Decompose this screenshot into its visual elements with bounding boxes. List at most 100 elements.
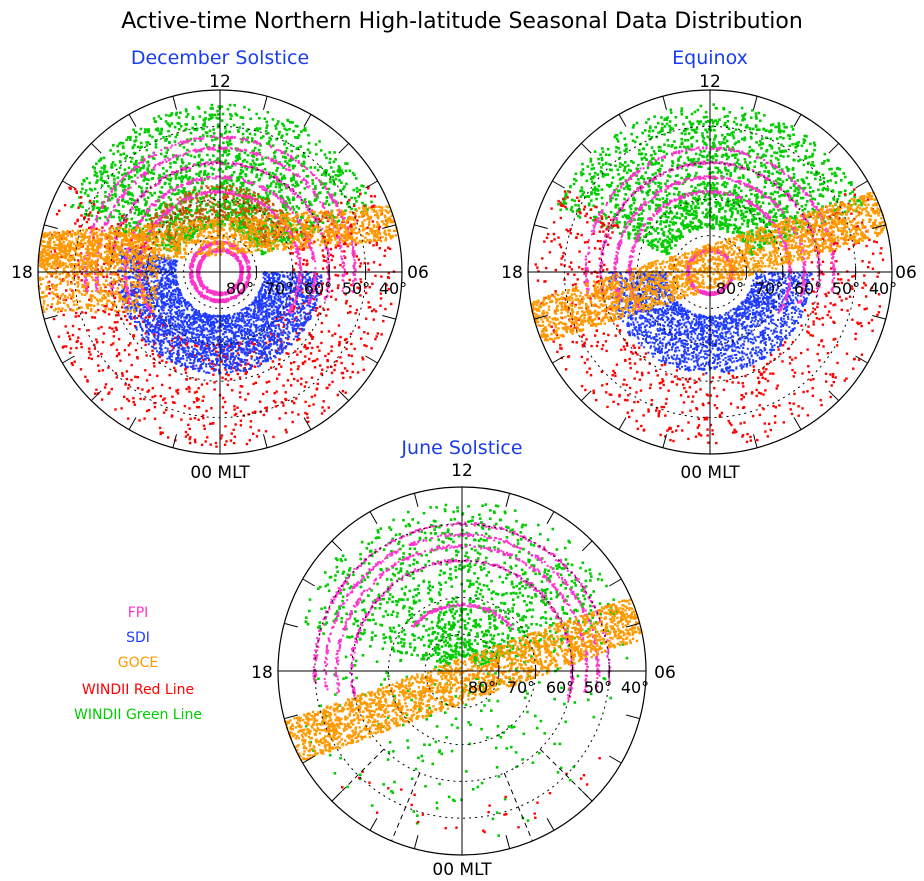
data-point (292, 421, 294, 423)
data-point (278, 417, 280, 419)
data-point (160, 431, 162, 433)
data-point (272, 236, 274, 238)
data-point (193, 189, 195, 191)
data-point (81, 346, 83, 348)
data-point (346, 300, 348, 302)
data-point (204, 117, 207, 120)
data-point (76, 192, 78, 194)
data-point (243, 188, 245, 190)
data-point (244, 173, 247, 176)
data-point (143, 179, 146, 182)
data-point (328, 173, 331, 176)
data-point (202, 213, 204, 215)
data-point (252, 411, 254, 413)
mlt-label-18: 18 (11, 263, 33, 283)
data-point (174, 296, 176, 298)
data-point (113, 178, 116, 181)
data-point (245, 194, 247, 196)
data-point (321, 322, 323, 324)
data-point (224, 151, 227, 154)
data-point (338, 165, 341, 168)
data-point (293, 319, 295, 321)
data-point (194, 344, 196, 346)
data-point (163, 309, 165, 311)
data-point (250, 426, 252, 428)
data-point (213, 168, 216, 171)
data-point (205, 185, 207, 187)
data-point (233, 171, 236, 174)
data-point (187, 113, 190, 116)
data-point (266, 391, 268, 393)
data-point (290, 150, 293, 153)
data-point (251, 355, 253, 357)
data-point (311, 347, 313, 349)
data-point (122, 205, 125, 208)
data-point (103, 168, 106, 171)
data-point (211, 113, 214, 116)
data-point (85, 189, 88, 192)
data-point (202, 128, 205, 131)
data-point (96, 341, 98, 343)
data-point (165, 203, 167, 205)
data-point (138, 133, 141, 136)
data-point (131, 157, 134, 160)
data-point (296, 231, 298, 233)
data-point (153, 365, 155, 367)
data-point (328, 203, 331, 206)
data-point (62, 346, 64, 348)
data-point (246, 161, 249, 164)
data-point (169, 222, 171, 224)
data-point (337, 284, 339, 286)
figure-title: Active-time Northern High-latitude Seaso… (121, 9, 803, 34)
data-point (334, 158, 337, 161)
data-point (222, 142, 225, 145)
data-point (316, 298, 318, 300)
data-point (160, 395, 162, 397)
data-point (181, 181, 184, 184)
data-point (122, 153, 125, 156)
data-point (308, 358, 310, 360)
data-point (362, 358, 364, 360)
data-point (159, 356, 161, 358)
data-point (124, 157, 127, 160)
data-point (86, 380, 88, 382)
data-point (358, 326, 360, 328)
data-point (115, 314, 117, 316)
data-point (334, 364, 336, 366)
data-point (267, 195, 270, 198)
data-point (304, 401, 306, 403)
data-point (221, 105, 224, 108)
data-point (73, 275, 75, 277)
data-point (201, 444, 203, 446)
data-point (89, 353, 91, 355)
data-point (186, 323, 188, 325)
data-point (211, 185, 213, 187)
data-point (127, 387, 129, 389)
data-point (177, 122, 180, 125)
data-point (169, 387, 171, 389)
data-point (197, 419, 199, 421)
data-point (86, 177, 89, 180)
data-point (206, 319, 208, 321)
data-point (106, 276, 108, 278)
data-point (143, 417, 145, 419)
data-point (155, 342, 157, 344)
data-point (237, 129, 240, 132)
data-point (314, 394, 316, 396)
data-point (225, 189, 227, 191)
data-point (177, 210, 179, 212)
data-point (92, 166, 95, 169)
data-point (215, 186, 217, 188)
data-point (96, 175, 99, 178)
data-point (335, 360, 337, 362)
data-point (179, 112, 182, 115)
data-point (370, 347, 372, 349)
data-point (308, 200, 311, 203)
data-point (130, 160, 133, 163)
data-point (341, 193, 344, 196)
data-point (104, 386, 106, 388)
data-point (102, 310, 104, 312)
data-point (282, 206, 285, 209)
data-point (300, 303, 302, 305)
data-point (119, 360, 121, 362)
